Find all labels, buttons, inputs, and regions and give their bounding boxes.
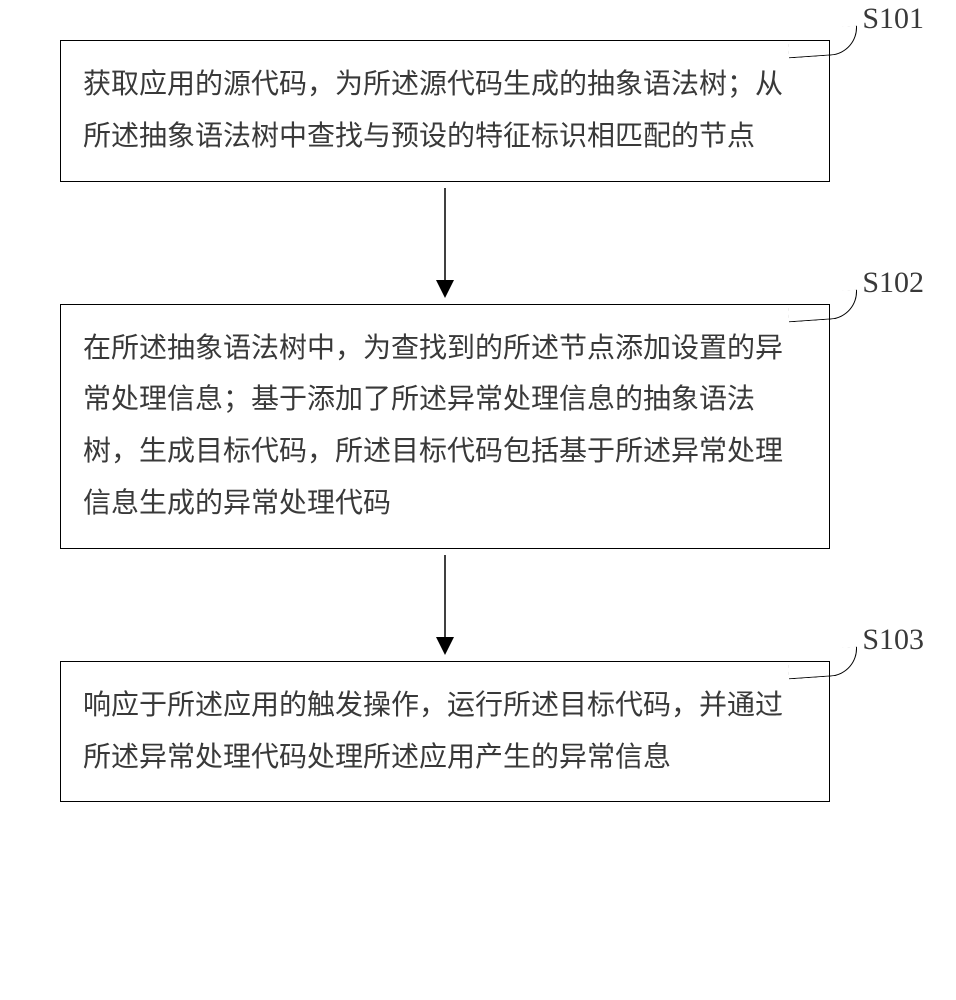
flow-node-s103: S103 响应于所述应用的触发操作，运行所述目标代码，并通过所述异常处理代码处理…	[60, 661, 896, 803]
node-box: 响应于所述应用的触发操作，运行所述目标代码，并通过所述异常处理代码处理所述应用产…	[60, 661, 830, 803]
node-text: 在所述抽象语法树中，为查找到的所述节点添加设置的异常处理信息；基于添加了所述异常…	[83, 333, 783, 519]
arrow-down-icon	[433, 188, 457, 298]
flow-node-s101: S101 获取应用的源代码，为所述源代码生成的抽象语法树；从所述抽象语法树中查找…	[60, 40, 896, 182]
step-label: S101	[862, 2, 924, 36]
callout-curve-icon	[787, 289, 859, 322]
callout-curve-icon	[787, 26, 859, 59]
node-box: 在所述抽象语法树中，为查找到的所述节点添加设置的异常处理信息；基于添加了所述异常…	[60, 304, 830, 549]
flow-edge	[60, 182, 830, 304]
arrow-down-icon	[433, 555, 457, 655]
step-label: S103	[862, 623, 924, 657]
flow-edge	[60, 549, 830, 661]
callout-curve-icon	[787, 646, 859, 679]
flowchart-container: S101 获取应用的源代码，为所述源代码生成的抽象语法树；从所述抽象语法树中查找…	[60, 40, 896, 802]
node-box: 获取应用的源代码，为所述源代码生成的抽象语法树；从所述抽象语法树中查找与预设的特…	[60, 40, 830, 182]
step-label: S102	[862, 266, 924, 300]
flow-node-s102: S102 在所述抽象语法树中，为查找到的所述节点添加设置的异常处理信息；基于添加…	[60, 304, 896, 549]
node-text: 获取应用的源代码，为所述源代码生成的抽象语法树；从所述抽象语法树中查找与预设的特…	[83, 69, 783, 152]
node-text: 响应于所述应用的触发操作，运行所述目标代码，并通过所述异常处理代码处理所述应用产…	[83, 690, 783, 773]
